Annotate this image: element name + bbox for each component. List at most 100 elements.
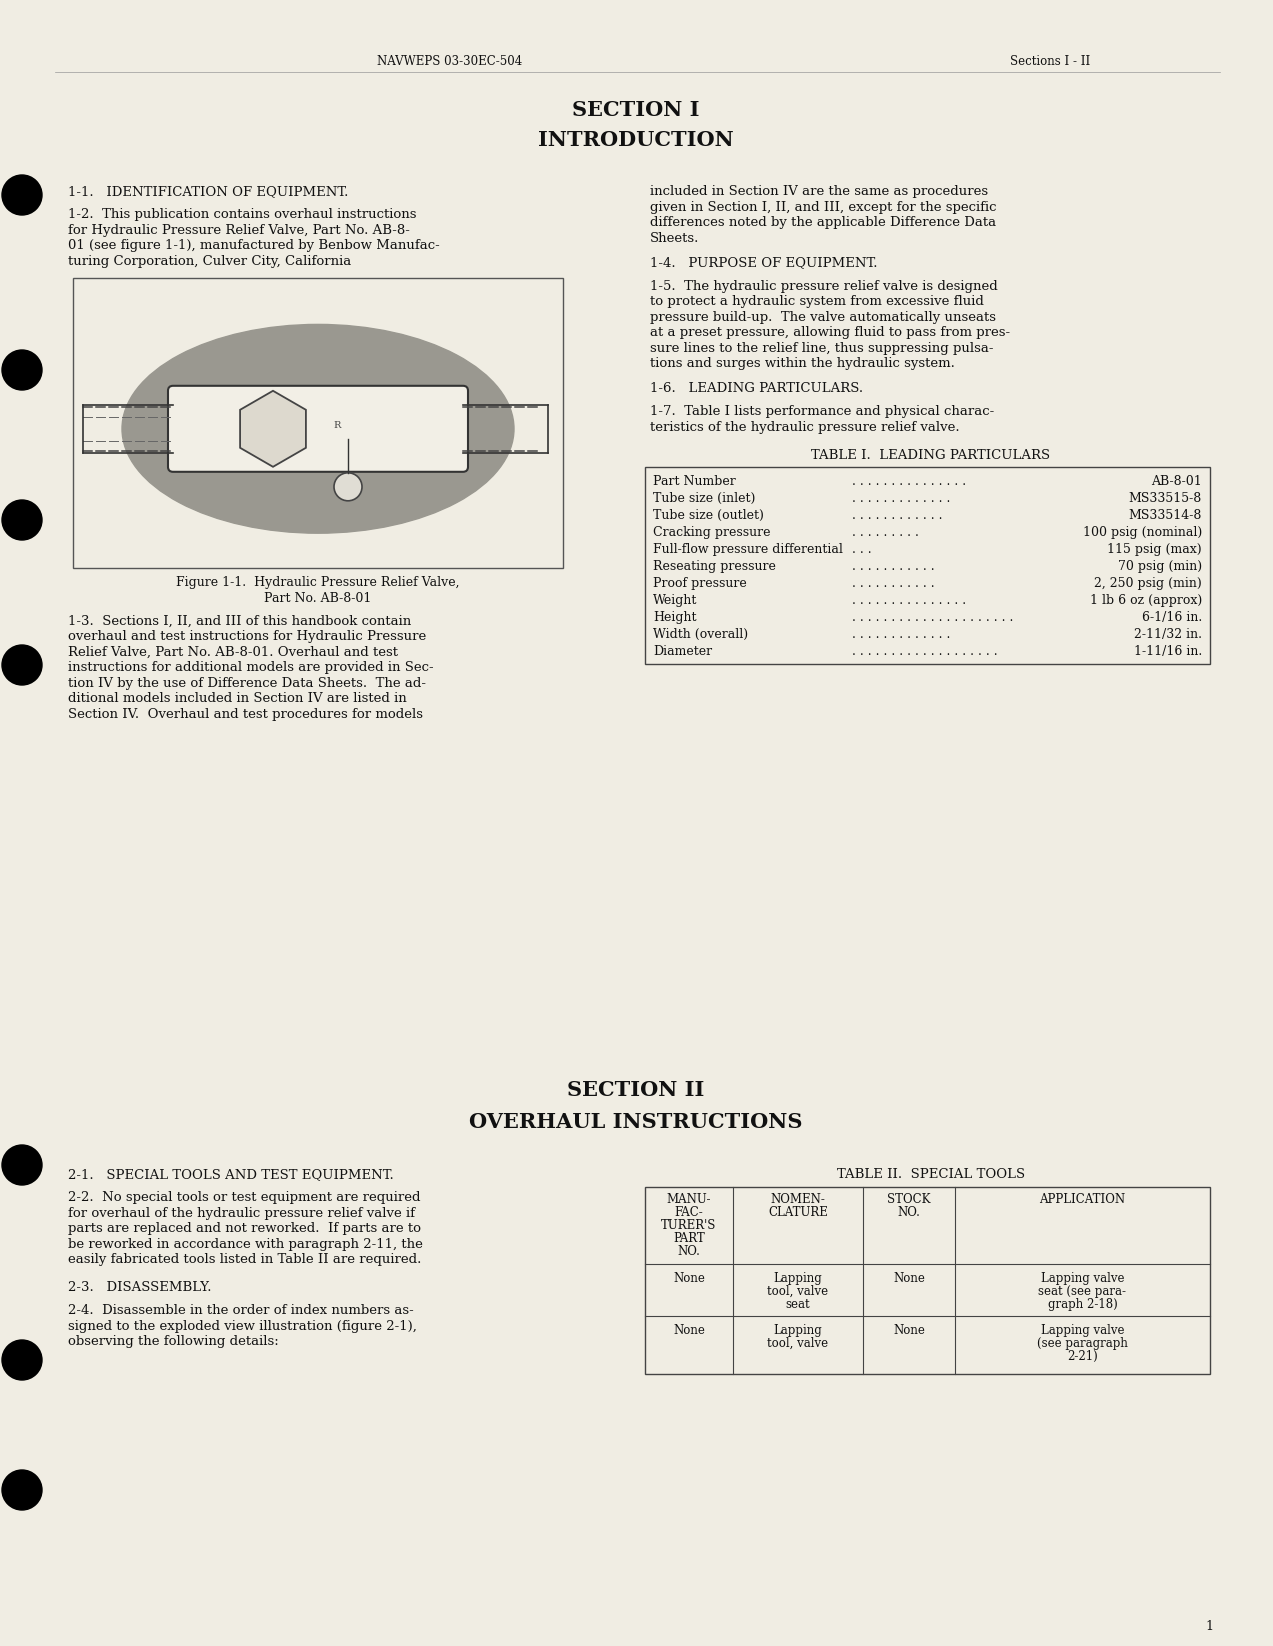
Text: Sheets.: Sheets. <box>651 232 699 245</box>
Text: 2-1.   SPECIAL TOOLS AND TEST EQUIPMENT.: 2-1. SPECIAL TOOLS AND TEST EQUIPMENT. <box>67 1169 393 1180</box>
Text: instructions for additional models are provided in Sec-: instructions for additional models are p… <box>67 662 434 675</box>
Text: TABLE I.  LEADING PARTICULARS: TABLE I. LEADING PARTICULARS <box>811 448 1050 461</box>
Circle shape <box>3 1470 42 1509</box>
Text: OVERHAUL INSTRUCTIONS: OVERHAUL INSTRUCTIONS <box>470 1113 803 1132</box>
Text: Part No. AB-8-01: Part No. AB-8-01 <box>265 591 372 604</box>
Text: 2-11/32 in.: 2-11/32 in. <box>1134 629 1202 640</box>
Text: 1: 1 <box>1206 1620 1213 1633</box>
Text: 100 psig (nominal): 100 psig (nominal) <box>1083 527 1202 540</box>
Text: Proof pressure: Proof pressure <box>653 578 747 591</box>
Text: tool, valve: tool, valve <box>768 1337 829 1350</box>
Text: at a preset pressure, allowing fluid to pass from pres-: at a preset pressure, allowing fluid to … <box>651 326 1009 339</box>
Text: NOMEN-: NOMEN- <box>770 1193 825 1205</box>
Circle shape <box>3 1146 42 1185</box>
Text: differences noted by the applicable Difference Data: differences noted by the applicable Diff… <box>651 216 997 229</box>
Text: . . . . . . . . . . . . . . .: . . . . . . . . . . . . . . . <box>848 476 966 489</box>
Text: seat: seat <box>785 1297 811 1310</box>
Text: tion IV by the use of Difference Data Sheets.  The ad-: tion IV by the use of Difference Data Sh… <box>67 677 426 690</box>
Text: Lapping valve: Lapping valve <box>1041 1323 1124 1337</box>
Text: Lapping valve: Lapping valve <box>1041 1272 1124 1284</box>
Circle shape <box>3 500 42 540</box>
Text: 1-1.   IDENTIFICATION OF EQUIPMENT.: 1-1. IDENTIFICATION OF EQUIPMENT. <box>67 184 349 198</box>
Text: None: None <box>894 1272 925 1284</box>
Text: 1-3.  Sections I, II, and III of this handbook contain: 1-3. Sections I, II, and III of this han… <box>67 614 411 627</box>
Text: FAC-: FAC- <box>675 1205 704 1218</box>
Text: Height: Height <box>653 611 696 624</box>
Text: (see paragraph: (see paragraph <box>1037 1337 1128 1350</box>
Text: given in Section I, II, and III, except for the specific: given in Section I, II, and III, except … <box>651 201 997 214</box>
Text: 1-7.  Table I lists performance and physical charac-: 1-7. Table I lists performance and physi… <box>651 405 994 418</box>
Text: . . . . . . . . . . . . . . . . . . . . .: . . . . . . . . . . . . . . . . . . . . … <box>848 611 1013 624</box>
Text: Diameter: Diameter <box>653 645 712 658</box>
Text: 01 (see figure 1-1), manufactured by Benbow Manufac-: 01 (see figure 1-1), manufactured by Ben… <box>67 239 439 252</box>
Text: APPLICATION: APPLICATION <box>1040 1193 1125 1205</box>
Text: R: R <box>334 421 340 430</box>
Text: 70 psig (min): 70 psig (min) <box>1118 560 1202 573</box>
Text: Figure 1-1.  Hydraulic Pressure Relief Valve,: Figure 1-1. Hydraulic Pressure Relief Va… <box>176 576 460 589</box>
Text: 1-2.  This publication contains overhaul instructions: 1-2. This publication contains overhaul … <box>67 209 416 221</box>
Text: MS33515-8: MS33515-8 <box>1129 492 1202 505</box>
Text: teristics of the hydraulic pressure relief valve.: teristics of the hydraulic pressure reli… <box>651 421 960 433</box>
Text: tions and surges within the hydraulic system.: tions and surges within the hydraulic sy… <box>651 357 955 370</box>
Text: to protect a hydraulic system from excessive fluid: to protect a hydraulic system from exces… <box>651 295 984 308</box>
Text: SECTION I: SECTION I <box>573 100 700 120</box>
Text: tool, valve: tool, valve <box>768 1284 829 1297</box>
Text: sure lines to the relief line, thus suppressing pulsa-: sure lines to the relief line, thus supp… <box>651 342 993 354</box>
Text: 2-4.  Disassemble in the order of index numbers as-: 2-4. Disassemble in the order of index n… <box>67 1304 414 1317</box>
Bar <box>645 467 1211 663</box>
Text: 1-5.  The hydraulic pressure relief valve is designed: 1-5. The hydraulic pressure relief valve… <box>651 280 998 293</box>
Text: Tube size (inlet): Tube size (inlet) <box>653 492 755 505</box>
Text: STOCK: STOCK <box>887 1193 931 1205</box>
Text: Lapping: Lapping <box>774 1323 822 1337</box>
Circle shape <box>334 472 362 500</box>
Text: NO.: NO. <box>677 1244 700 1258</box>
Text: None: None <box>673 1272 705 1284</box>
Text: Reseating pressure: Reseating pressure <box>653 560 775 573</box>
Text: Relief Valve, Part No. AB-8-01. Overhaul and test: Relief Valve, Part No. AB-8-01. Overhaul… <box>67 645 398 658</box>
Text: overhaul and test instructions for Hydraulic Pressure: overhaul and test instructions for Hydra… <box>67 630 426 644</box>
Text: ditional models included in Section IV are listed in: ditional models included in Section IV a… <box>67 693 407 704</box>
Text: for Hydraulic Pressure Relief Valve, Part No. AB-8-: for Hydraulic Pressure Relief Valve, Par… <box>67 224 410 237</box>
Text: MANU-: MANU- <box>667 1193 712 1205</box>
Text: NAVWEPS 03-30EC-504: NAVWEPS 03-30EC-504 <box>377 54 523 67</box>
Text: Full-flow pressure differential: Full-flow pressure differential <box>653 543 843 556</box>
Text: Cracking pressure: Cracking pressure <box>653 527 770 540</box>
Text: Lapping: Lapping <box>774 1272 822 1284</box>
Text: Part Number: Part Number <box>653 476 736 489</box>
Text: . . . . . . . . . . . . . . .: . . . . . . . . . . . . . . . <box>848 594 966 607</box>
Text: seat (see para-: seat (see para- <box>1039 1284 1127 1297</box>
Text: CLATURE: CLATURE <box>768 1205 827 1218</box>
Text: . . . . . . . . . . . . .: . . . . . . . . . . . . . <box>848 629 951 640</box>
Text: Sections I - II: Sections I - II <box>1009 54 1090 67</box>
Circle shape <box>3 351 42 390</box>
Text: TURER'S: TURER'S <box>661 1218 717 1231</box>
Text: PART: PART <box>673 1231 705 1244</box>
Text: . . . . . . . . .: . . . . . . . . . <box>848 527 919 540</box>
Text: 1-11/16 in.: 1-11/16 in. <box>1134 645 1202 658</box>
Polygon shape <box>241 390 306 467</box>
Text: SECTION II: SECTION II <box>568 1080 705 1100</box>
Text: . . . . . . . . . . . .: . . . . . . . . . . . . <box>848 509 942 522</box>
Text: Section IV.  Overhaul and test procedures for models: Section IV. Overhaul and test procedures… <box>67 708 423 721</box>
Text: signed to the exploded view illustration (figure 2-1),: signed to the exploded view illustration… <box>67 1320 416 1333</box>
Text: 2-2.  No special tools or test equipment are required: 2-2. No special tools or test equipment … <box>67 1192 420 1205</box>
Circle shape <box>3 174 42 216</box>
Text: Weight: Weight <box>653 594 698 607</box>
Text: graph 2-18): graph 2-18) <box>1048 1297 1118 1310</box>
Circle shape <box>3 645 42 685</box>
Text: . . . . . . . . . . .: . . . . . . . . . . . <box>848 560 934 573</box>
Text: parts are replaced and not reworked.  If parts are to: parts are replaced and not reworked. If … <box>67 1223 421 1234</box>
Text: 6-1/16 in.: 6-1/16 in. <box>1142 611 1202 624</box>
Text: 2-21): 2-21) <box>1067 1350 1097 1363</box>
Text: MS33514-8: MS33514-8 <box>1129 509 1202 522</box>
Text: . . . . . . . . . . .: . . . . . . . . . . . <box>848 578 934 591</box>
Bar <box>645 1187 1211 1374</box>
Circle shape <box>3 1340 42 1379</box>
Text: . . .: . . . <box>848 543 872 556</box>
Text: easily fabricated tools listed in Table II are required.: easily fabricated tools listed in Table … <box>67 1253 421 1266</box>
Text: . . . . . . . . . . . . .: . . . . . . . . . . . . . <box>848 492 951 505</box>
Text: NO.: NO. <box>897 1205 920 1218</box>
Text: Width (overall): Width (overall) <box>653 629 749 640</box>
Text: 2, 250 psig (min): 2, 250 psig (min) <box>1095 578 1202 591</box>
FancyBboxPatch shape <box>168 385 468 472</box>
